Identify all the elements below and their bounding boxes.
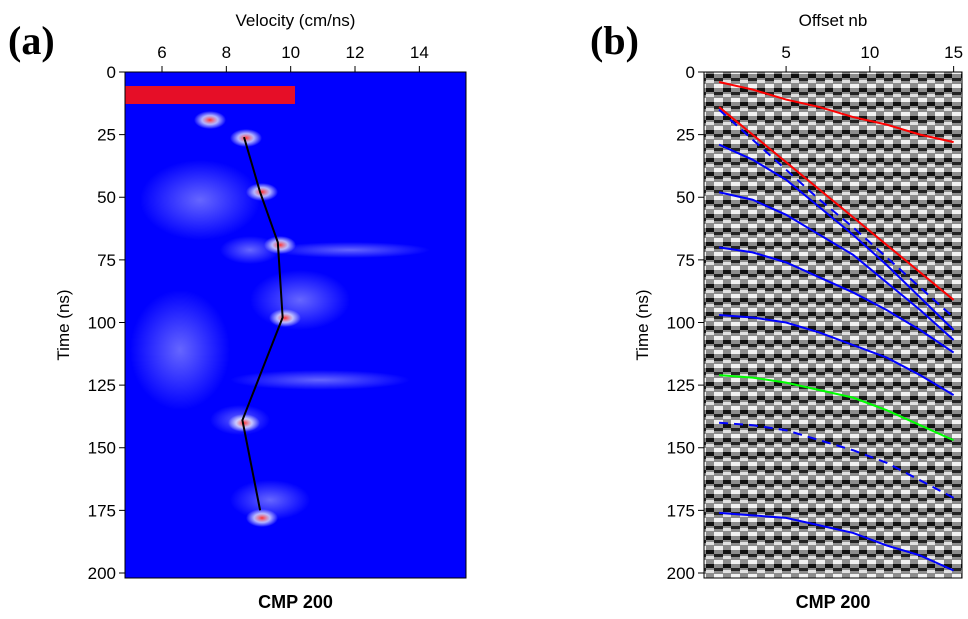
semblance-peak xyxy=(246,509,278,527)
series-line xyxy=(718,108,955,319)
semblance-band xyxy=(125,86,295,104)
x-tick-label: 12 xyxy=(346,43,365,62)
y-axis-title: Time (ns) xyxy=(633,289,652,360)
x-tick-label: 15 xyxy=(944,43,963,62)
semblance-texture xyxy=(140,160,260,240)
series-line xyxy=(241,136,284,511)
caption: CMP 200 xyxy=(796,592,871,612)
y-tick-label: 125 xyxy=(667,376,695,395)
semblance-peak xyxy=(246,183,278,201)
y-tick-label: 200 xyxy=(667,564,695,583)
caption: CMP 200 xyxy=(258,592,333,612)
semblance-texture xyxy=(130,290,230,410)
series-line xyxy=(719,374,955,442)
semblance-peak xyxy=(228,414,260,432)
series-line xyxy=(719,511,955,572)
panel-label: (b) xyxy=(590,18,639,63)
plot-frame xyxy=(703,71,963,579)
x-tick-label: 6 xyxy=(157,43,166,62)
semblance-peak xyxy=(194,111,226,129)
panel-label: (a) xyxy=(8,18,55,63)
y-tick-label: 175 xyxy=(88,501,116,520)
series-line xyxy=(718,191,955,341)
plot-frame xyxy=(124,71,467,579)
x-tick-label: 5 xyxy=(781,43,790,62)
y-tick-label: 25 xyxy=(676,126,695,145)
y-tick-label: 100 xyxy=(88,313,116,332)
semblance-texture xyxy=(230,370,410,390)
x-tick-label: 10 xyxy=(281,43,300,62)
semblance-peak xyxy=(269,309,301,327)
semblance-texture xyxy=(270,242,430,258)
series-line xyxy=(719,313,955,396)
y-tick-label: 0 xyxy=(107,63,116,82)
y-tick-label: 0 xyxy=(686,63,695,82)
series-line xyxy=(718,81,954,144)
y-tick-label: 25 xyxy=(97,126,116,145)
x-axis-title: Offset nb xyxy=(799,11,868,30)
y-tick-label: 50 xyxy=(676,188,695,207)
y-axis-title: Time (ns) xyxy=(54,289,73,360)
x-tick-label: 10 xyxy=(860,43,879,62)
series-line xyxy=(718,106,955,301)
y-tick-label: 75 xyxy=(676,251,695,270)
y-tick-label: 50 xyxy=(97,188,116,207)
x-tick-label: 8 xyxy=(222,43,231,62)
y-tick-label: 100 xyxy=(667,313,695,332)
y-tick-label: 150 xyxy=(667,439,695,458)
series-line xyxy=(718,246,955,354)
semblance-peak xyxy=(230,129,262,147)
x-tick-label: 14 xyxy=(410,43,429,62)
semblance-texture xyxy=(230,480,310,520)
x-axis-title: Velocity (cm/ns) xyxy=(236,11,356,30)
plot-background xyxy=(704,72,962,578)
series-line xyxy=(718,143,955,331)
y-tick-label: 200 xyxy=(88,564,116,583)
semblance-peak xyxy=(264,236,296,254)
y-tick-label: 150 xyxy=(88,439,116,458)
y-tick-label: 175 xyxy=(667,501,695,520)
y-tick-label: 125 xyxy=(88,376,116,395)
y-tick-label: 75 xyxy=(97,251,116,270)
